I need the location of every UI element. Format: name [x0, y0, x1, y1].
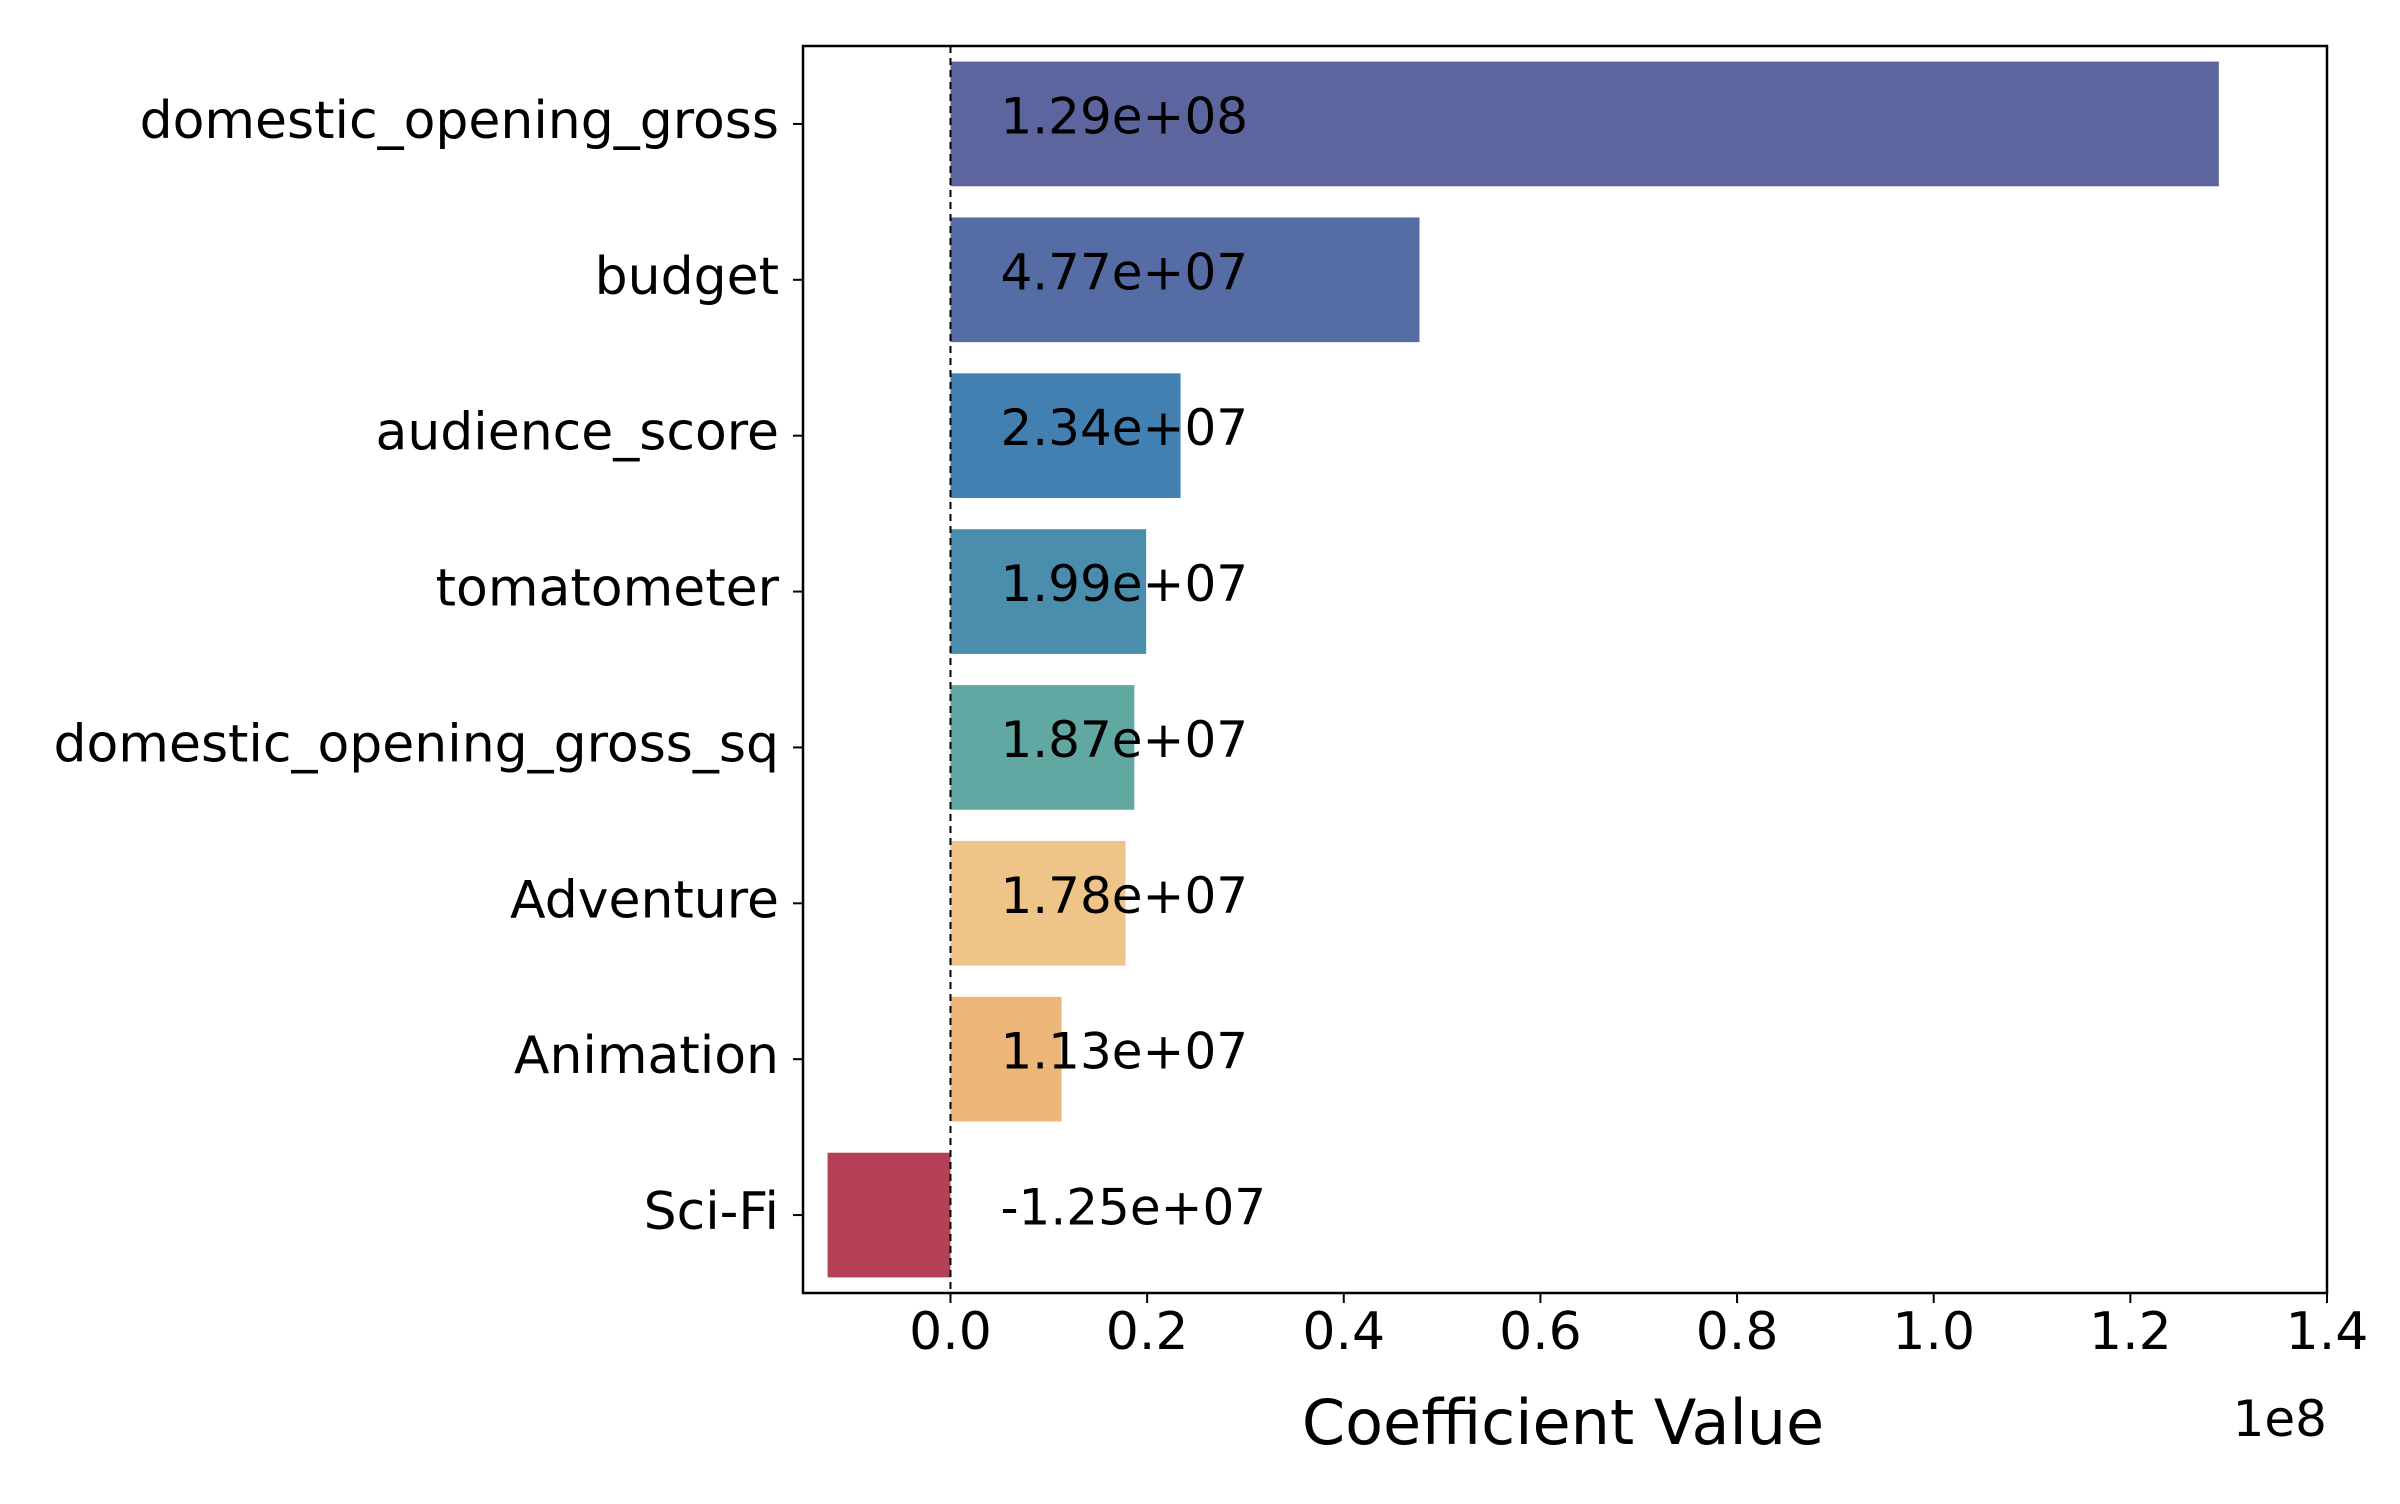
- value-labels-layer: 1.29e+08 4.77e+07 2.34e+07 1.99e+07 1.87e+07…: [1000, 87, 1266, 1236]
- x-tick-label: 0.0: [909, 1302, 992, 1362]
- y-tick-label: Animation: [514, 1026, 779, 1086]
- y-tick-label: Adventure: [510, 870, 779, 930]
- bar-budget: [950, 217, 1420, 343]
- y-tick-label: domestic_opening_gross_sq: [53, 714, 779, 774]
- value-label: 1.78e+07: [1000, 867, 1248, 925]
- bars-layer: [827, 61, 2219, 1278]
- bar-domestic_opening_gross: [950, 61, 2219, 187]
- value-label: 1.99e+07: [1000, 555, 1248, 613]
- value-label: 2.34e+07: [1000, 399, 1248, 457]
- y-tick-label: domestic_opening_gross: [140, 91, 779, 151]
- y-tick-label: audience_score: [375, 403, 779, 463]
- value-label: 4.77e+07: [1000, 243, 1248, 301]
- value-label: -1.25e+07: [1000, 1179, 1266, 1237]
- x-axis-title: Coefficient Value: [1302, 1386, 1824, 1459]
- x-tick-label: 0.6: [1499, 1302, 1582, 1362]
- bar-Sci-Fi: [827, 1152, 951, 1278]
- bar-audience_score: [950, 373, 1181, 499]
- value-label: 1.29e+08: [1000, 87, 1248, 145]
- y-tick-label: Sci-Fi: [644, 1182, 779, 1242]
- value-label: 1.87e+07: [1000, 711, 1248, 769]
- bar-Adventure: [950, 840, 1126, 966]
- y-tick-label: budget: [595, 247, 779, 307]
- plot-frame: [801, 44, 2329, 1295]
- x-tick-label: 1.4: [2286, 1302, 2369, 1362]
- x-tick-label: 0.2: [1106, 1302, 1189, 1362]
- x-tick-label: 0.4: [1302, 1302, 1385, 1362]
- x-tick-label: 1.0: [1892, 1302, 1975, 1362]
- bar-domestic_opening_gross_sq: [950, 685, 1135, 810]
- bar-Animation: [950, 996, 1062, 1122]
- bar-tomatometer: [950, 529, 1147, 654]
- y-tick-label: tomatometer: [436, 559, 780, 619]
- value-label: 1.13e+07: [1000, 1023, 1248, 1081]
- axis-offset-text: 1e8: [2233, 1390, 2327, 1448]
- x-tick-label: 1.2: [2089, 1302, 2172, 1362]
- x-tick-label: 0.8: [1696, 1302, 1779, 1362]
